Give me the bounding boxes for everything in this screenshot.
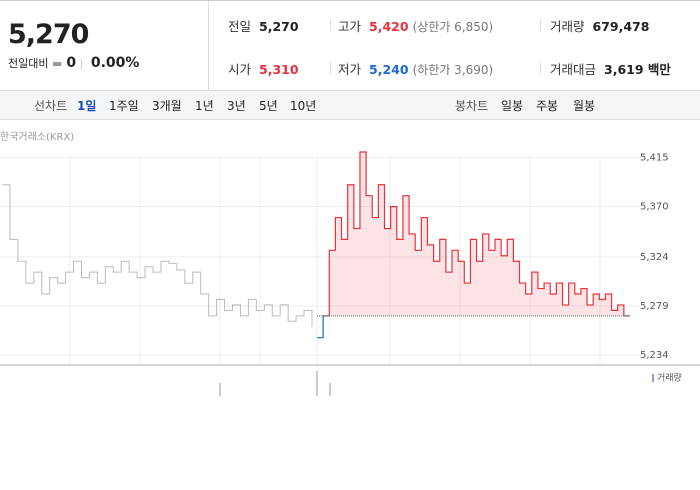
volume-legend-swatch [652,374,654,382]
tab-group-label: 선차트 [34,99,68,113]
stat: 시가 5,310 [228,59,299,78]
stat-label: 시가 [228,62,252,77]
stat-value: 679,478 [592,19,650,34]
stat: 거래량 679,478 [550,16,649,35]
change-label: 전일대비 [8,57,49,70]
period-tab[interactable]: 10년 [290,99,317,113]
candle-tab[interactable]: 일봉 [501,99,524,113]
tab-group-label: 봉차트 [455,99,489,113]
line [322,151,630,316]
y-tick-label: 5,370 [640,202,669,213]
period-tab[interactable]: 5년 [259,99,278,113]
change-pct: 0.00% [90,55,140,71]
period-tab[interactable]: 3개월 [152,99,182,113]
change-value: 0 [66,55,77,71]
stat: 전일 5,270 [228,16,299,35]
stat: 저가 5,240 (하한가 3,690) [338,59,493,78]
stat-value: 5,310 [259,62,299,77]
stat-note: (상한가 6,850) [412,20,494,34]
y-tick-label: 5,234 [640,350,669,361]
stat-value: 5,420 [369,19,409,34]
period-tab[interactable]: 1주일 [109,99,139,113]
stat-note: (하한가 3,690) [412,63,494,77]
y-tick-label: 5,324 [640,252,669,263]
stat: 거래대금 3,619 백만 [550,59,671,78]
line [2,184,313,327]
stat-label: 거래대금 [550,62,597,77]
stat-value: 5,240 [369,62,409,77]
candle-tab[interactable]: 월봉 [573,99,596,113]
source-label: 한국거래소(KRX) [0,131,74,143]
stat-label: 거래량 [550,19,585,34]
stat-value: 5,270 [259,19,299,34]
stat: 고가 5,420 (상한가 6,850) [338,16,493,35]
flat-icon: ▬ [51,57,63,70]
change: 전일대비 ▬ 0 | 0.00% [8,55,140,71]
period-tab[interactable]: 3년 [227,99,246,113]
period-tab[interactable]: 1년 [195,99,214,113]
y-tick-label: 5,415 [640,152,669,163]
period-tab[interactable]: 1일 [77,99,97,113]
candle-tab[interactable]: 주봉 [536,99,559,113]
stat-label: 전일 [228,19,252,34]
tab-bar: 선차트 1일 1주일 3개월 1년 3년 5년 10년 봉차트 일봉 주봉 월봉 [0,90,700,120]
area [329,152,624,316]
stat-value: 3,619 백만 [604,62,671,77]
summary: 5,270 전일대비 ▬ 0 | 0.00% 전일 5,270 고가 5,420 (상한… [0,0,700,91]
stat-label: 고가 [338,19,362,34]
price: 5,270 [8,19,89,50]
stat-label: 저가 [338,62,362,77]
y-tick-label: 5,279 [640,301,669,312]
price-box: 5,270 전일대비 ▬ 0 | 0.00% [0,1,209,90]
volume-legend: 거래량 [657,372,682,384]
chart: 한국거래소(KRX) 5,415 5,370 5,324 5,279 5,234 거래량 [0,131,700,396]
